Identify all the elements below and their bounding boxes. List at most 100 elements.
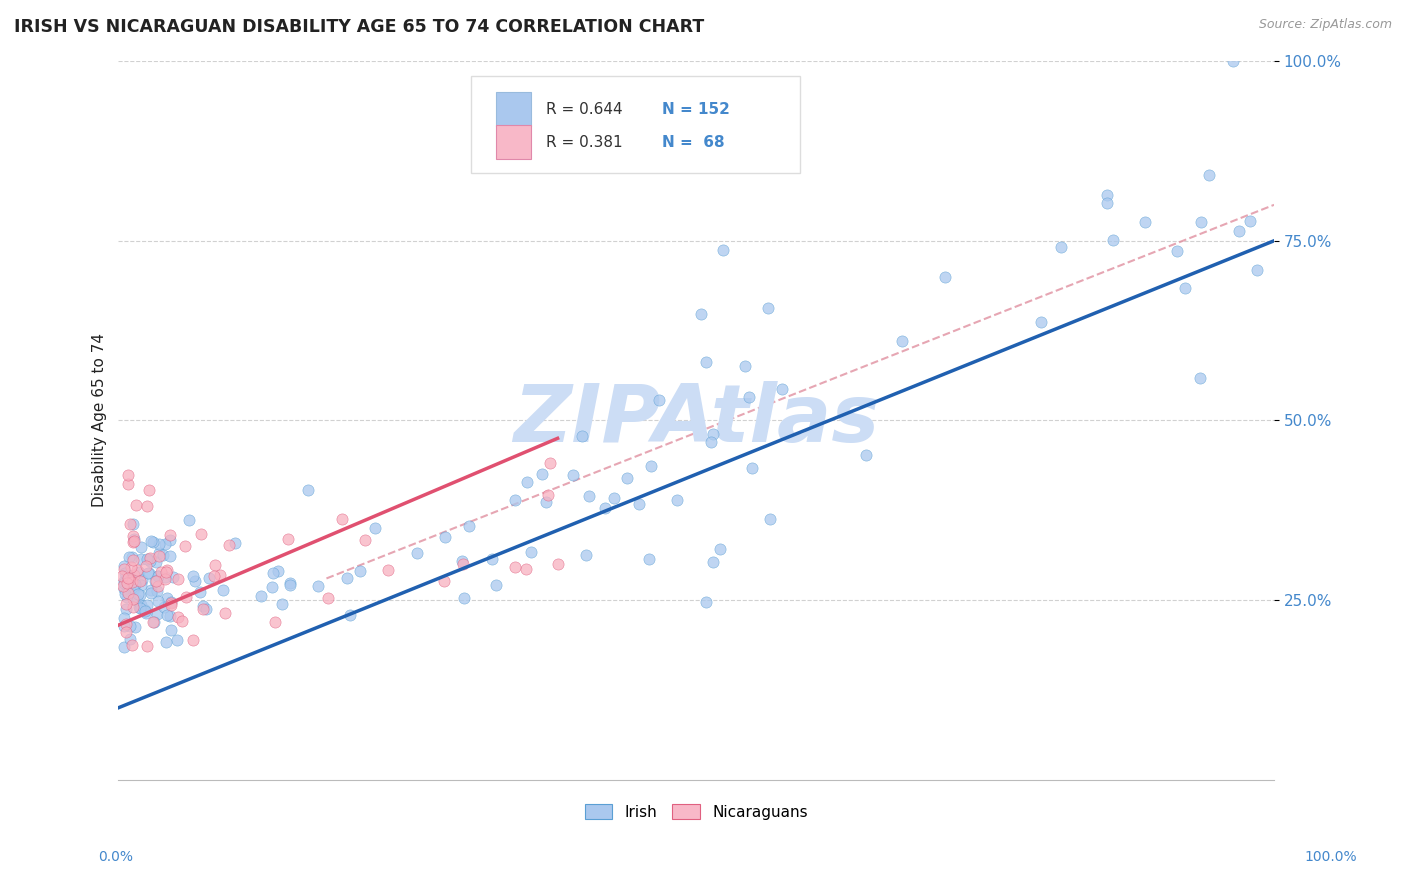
- Point: [647, 392, 669, 407]
- Point: [112, 574, 135, 588]
- Point: [536, 494, 558, 508]
- Point: [131, 578, 153, 592]
- Point: [666, 493, 689, 508]
- Point: [890, 334, 912, 348]
- Point: [547, 558, 569, 572]
- Point: [330, 512, 353, 526]
- Point: [855, 449, 877, 463]
- Point: [127, 587, 149, 601]
- Point: [434, 530, 457, 544]
- Point: [160, 594, 183, 608]
- Point: [136, 551, 159, 566]
- Point: [184, 574, 207, 588]
- Point: [120, 559, 142, 574]
- Point: [115, 601, 138, 615]
- Point: [190, 527, 212, 541]
- Point: [1095, 196, 1118, 211]
- Point: [734, 359, 756, 373]
- Point: [121, 575, 143, 590]
- Point: [214, 606, 236, 620]
- Point: [114, 624, 136, 639]
- Point: [450, 554, 472, 568]
- Point: [405, 546, 427, 560]
- Point: [531, 467, 554, 481]
- Point: [152, 548, 174, 562]
- Point: [218, 538, 240, 552]
- Point: [160, 599, 183, 613]
- Point: [156, 591, 179, 605]
- Point: [934, 269, 956, 284]
- FancyBboxPatch shape: [471, 76, 800, 172]
- Point: [122, 582, 145, 597]
- Point: [1188, 371, 1211, 385]
- Point: [377, 563, 399, 577]
- Point: [117, 586, 139, 600]
- Point: [121, 553, 143, 567]
- Point: [695, 355, 717, 369]
- Point: [260, 580, 283, 594]
- Point: [139, 550, 162, 565]
- Point: [115, 567, 138, 582]
- Point: [339, 608, 361, 623]
- Point: [129, 601, 152, 615]
- Point: [117, 476, 139, 491]
- Point: [209, 568, 232, 582]
- Point: [363, 521, 385, 535]
- Point: [155, 635, 177, 649]
- Point: [121, 600, 143, 615]
- Point: [142, 535, 165, 549]
- Point: [118, 516, 141, 531]
- Point: [145, 607, 167, 621]
- Point: [111, 569, 134, 583]
- Point: [695, 595, 717, 609]
- Point: [520, 545, 543, 559]
- Point: [515, 561, 537, 575]
- Point: [145, 555, 167, 569]
- Text: 100.0%: 100.0%: [1305, 850, 1357, 863]
- Point: [156, 563, 179, 577]
- Point: [111, 579, 134, 593]
- Point: [538, 456, 561, 470]
- Point: [136, 500, 159, 514]
- Y-axis label: Disability Age 65 to 74: Disability Age 65 to 74: [93, 334, 107, 508]
- Point: [135, 639, 157, 653]
- Point: [150, 566, 173, 580]
- Point: [702, 427, 724, 442]
- Text: R = 0.381: R = 0.381: [546, 135, 623, 150]
- Point: [124, 567, 146, 582]
- Point: [129, 588, 152, 602]
- Point: [155, 573, 177, 587]
- Point: [143, 615, 166, 629]
- Point: [120, 619, 142, 633]
- Point: [138, 483, 160, 497]
- Point: [146, 569, 169, 583]
- Point: [117, 468, 139, 483]
- Point: [637, 552, 659, 566]
- Point: [142, 615, 165, 629]
- Point: [737, 390, 759, 404]
- Point: [578, 489, 600, 503]
- Point: [129, 601, 152, 615]
- Point: [262, 566, 284, 580]
- Point: [134, 604, 156, 618]
- Point: [121, 516, 143, 531]
- Point: [212, 582, 235, 597]
- Point: [195, 601, 218, 615]
- Point: [503, 492, 526, 507]
- Point: [575, 548, 598, 562]
- Point: [249, 589, 271, 603]
- Point: [1166, 244, 1188, 259]
- Point: [112, 640, 135, 655]
- Point: [349, 565, 371, 579]
- Point: [191, 599, 214, 614]
- Point: [146, 584, 169, 599]
- Point: [173, 539, 195, 553]
- Point: [1174, 281, 1197, 295]
- Point: [129, 552, 152, 566]
- Point: [112, 611, 135, 625]
- Point: [121, 534, 143, 549]
- Point: [138, 566, 160, 580]
- Text: IRISH VS NICARAGUAN DISABILITY AGE 65 TO 74 CORRELATION CHART: IRISH VS NICARAGUAN DISABILITY AGE 65 TO…: [14, 18, 704, 36]
- Point: [135, 558, 157, 573]
- Point: [114, 587, 136, 601]
